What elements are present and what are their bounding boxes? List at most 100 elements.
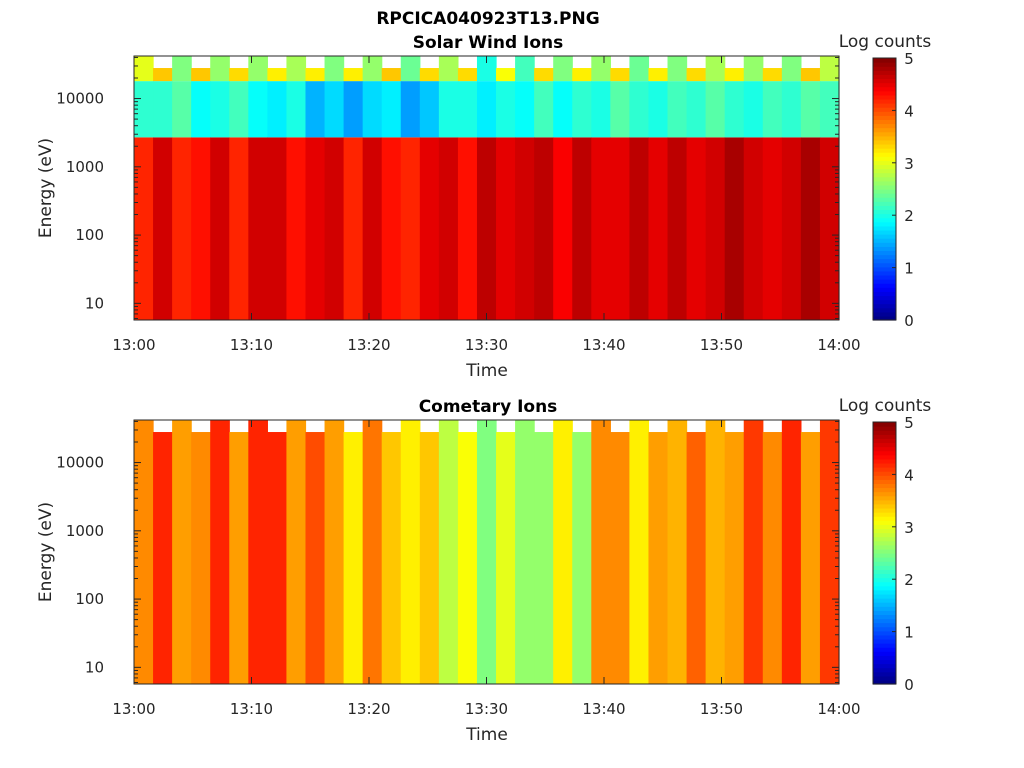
time-bin-column: [419, 68, 440, 320]
cell-low-energy: [515, 137, 535, 320]
time-bin-column: [267, 432, 288, 684]
colorbar-swatch: [873, 152, 896, 157]
colorbar-swatch: [873, 442, 896, 448]
time-bin-column: [781, 420, 802, 684]
cell-counts: [172, 420, 192, 684]
time-bin-column: [286, 420, 307, 684]
cell-top-band: [591, 56, 611, 82]
colorbar-swatch: [873, 573, 896, 579]
time-bin-column: [191, 432, 211, 684]
time-bin-column: [819, 420, 840, 684]
cell-counts: [705, 420, 726, 684]
colorbar-swatch: [873, 458, 896, 464]
time-bin-column: [153, 68, 173, 320]
colorbar-tick-label: 5: [904, 414, 914, 432]
colorbar-swatch: [873, 495, 896, 501]
cell-high-energy: [667, 81, 688, 138]
colorbar-swatch: [873, 111, 896, 116]
colorbar-swatch: [873, 213, 896, 219]
cell-top-band: [457, 68, 478, 82]
time-bin-column: [248, 420, 268, 684]
colorbar-swatch: [873, 143, 896, 149]
time-bin-column: [629, 56, 650, 320]
y-tick-label: 10000: [56, 90, 104, 108]
cell-top-band: [134, 56, 154, 82]
cell-counts: [610, 432, 631, 684]
cell-high-energy: [229, 81, 249, 138]
cell-counts: [324, 420, 345, 684]
cell-top-band: [229, 68, 249, 82]
colorbar-tick-label: 5: [904, 50, 914, 68]
colorbar-swatch: [873, 307, 896, 313]
colorbar-swatch: [873, 430, 896, 435]
colorbar-swatch: [873, 250, 896, 256]
time-bin-column: [419, 432, 440, 684]
cell-high-energy: [781, 81, 802, 138]
colorbar-swatch: [873, 565, 896, 570]
time-bin-column: [134, 56, 154, 320]
cell-counts: [305, 432, 326, 684]
time-bin-column: [457, 432, 478, 684]
cell-low-energy: [648, 137, 669, 320]
cell-top-band: [267, 68, 288, 82]
time-bin-column: [648, 432, 669, 684]
cell-high-energy: [343, 81, 364, 138]
colorbar-swatch: [873, 512, 896, 517]
colorbar-frame: [872, 421, 897, 685]
colorbar-swatch: [873, 299, 896, 305]
colorbar-swatch: [873, 589, 896, 595]
colorbar-swatch: [873, 291, 896, 297]
colorbar-swatch: [873, 78, 896, 84]
time-bin-column: [172, 56, 192, 320]
cell-top-band: [153, 68, 173, 82]
y-tick-label: 10: [85, 658, 104, 676]
time-bin-column: [762, 432, 783, 684]
time-bin-column: [572, 432, 592, 684]
colorbar-swatch: [873, 655, 896, 661]
cell-high-energy: [191, 81, 211, 138]
colorbar-tick-label: 4: [904, 466, 914, 484]
colorbar-tick-label: 2: [904, 571, 914, 589]
time-bin-column: [305, 432, 326, 684]
colorbar-swatch: [873, 303, 896, 309]
cell-high-energy: [705, 81, 726, 138]
time-bin-column: [191, 68, 211, 320]
cell-low-energy: [286, 137, 307, 320]
cell-counts: [572, 432, 592, 684]
time-bin-column: [438, 420, 459, 684]
cell-high-energy: [381, 81, 402, 138]
colorbar-swatch: [873, 127, 896, 133]
cell-high-energy: [648, 81, 669, 138]
cell-top-band: [210, 56, 230, 82]
time-bin-column: [800, 68, 821, 320]
colorbar-swatch: [873, 638, 896, 644]
cell-high-energy: [819, 81, 840, 138]
cell-low-energy: [191, 137, 211, 320]
time-bin-column: [762, 68, 783, 320]
cell-top-band: [572, 68, 592, 82]
colorbar-swatch: [873, 520, 896, 525]
time-bin-column: [324, 420, 345, 684]
colorbar-swatch: [873, 238, 896, 243]
colorbar-swatch: [873, 667, 896, 673]
cell-low-energy: [819, 137, 840, 320]
colorbar-swatch: [873, 193, 896, 198]
y-tick-label: 100: [75, 590, 104, 608]
y-tick-label: 1000: [66, 158, 104, 176]
time-bin-column: [743, 56, 764, 320]
colorbar-swatch: [873, 659, 896, 665]
colorbar-swatch: [873, 225, 896, 231]
cell-high-energy: [457, 81, 478, 138]
colorbar-swatch: [873, 524, 896, 530]
cell-counts: [286, 420, 307, 684]
cell-high-energy: [267, 81, 288, 138]
colorbar-swatch: [873, 270, 896, 276]
cell-top-band: [381, 68, 402, 82]
cell-low-energy: [343, 137, 364, 320]
colorbar-tick-label: 0: [904, 312, 914, 330]
colorbar-swatch: [873, 544, 896, 550]
time-bin-column: [343, 68, 364, 320]
colorbar-swatch: [873, 197, 896, 202]
time-bin-column: [476, 420, 497, 684]
